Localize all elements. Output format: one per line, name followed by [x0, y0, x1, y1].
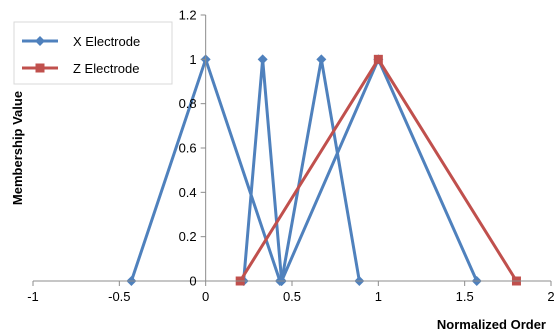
x-axis-title: Normalized Order: [437, 317, 546, 332]
series-layer: [126, 54, 521, 286]
legend: X Electrode Z Electrode: [13, 21, 173, 85]
legend-label-x-electrode: X Electrode: [73, 34, 140, 49]
legend-marker-z-electrode: [35, 63, 45, 73]
y-tick-label: 0.8: [179, 96, 197, 111]
y-tick-label: 0.6: [179, 141, 197, 156]
y-tick-label: 0: [189, 274, 196, 289]
x-tick-label: 1: [375, 289, 382, 304]
y-axis-title: Membership Value: [10, 91, 25, 205]
legend-box: [13, 21, 173, 85]
legend-label-z-electrode: Z Electrode: [73, 61, 139, 76]
series-line-x-electrode: [280, 57, 361, 282]
x-tick-label: 0: [202, 289, 209, 304]
y-tick-label: 1.2: [179, 8, 197, 23]
y-tick-label: 0.2: [179, 229, 197, 244]
x-tick-label: 2: [547, 289, 554, 304]
series-line-z-electrode: [238, 57, 518, 282]
x-tick-label: -0.5: [108, 289, 130, 304]
x-tick-label: 1.5: [456, 289, 474, 304]
data-point-x-electrode: [316, 54, 327, 65]
x-tick-label: -1: [27, 289, 39, 304]
y-tick-label: 0.4: [179, 185, 197, 200]
axes: -1 -0.5 0 0.5 1 1.5 2 0 0.2 0.4 0.6 0.8 1 1.2: [27, 8, 554, 305]
legend-marker-x-electrode: [35, 36, 45, 46]
x-tick-label: 0.5: [283, 289, 301, 304]
y-tick-label: 1: [189, 52, 196, 67]
data-point-z-electrode: [373, 54, 383, 64]
data-point-x-electrode: [257, 54, 268, 65]
